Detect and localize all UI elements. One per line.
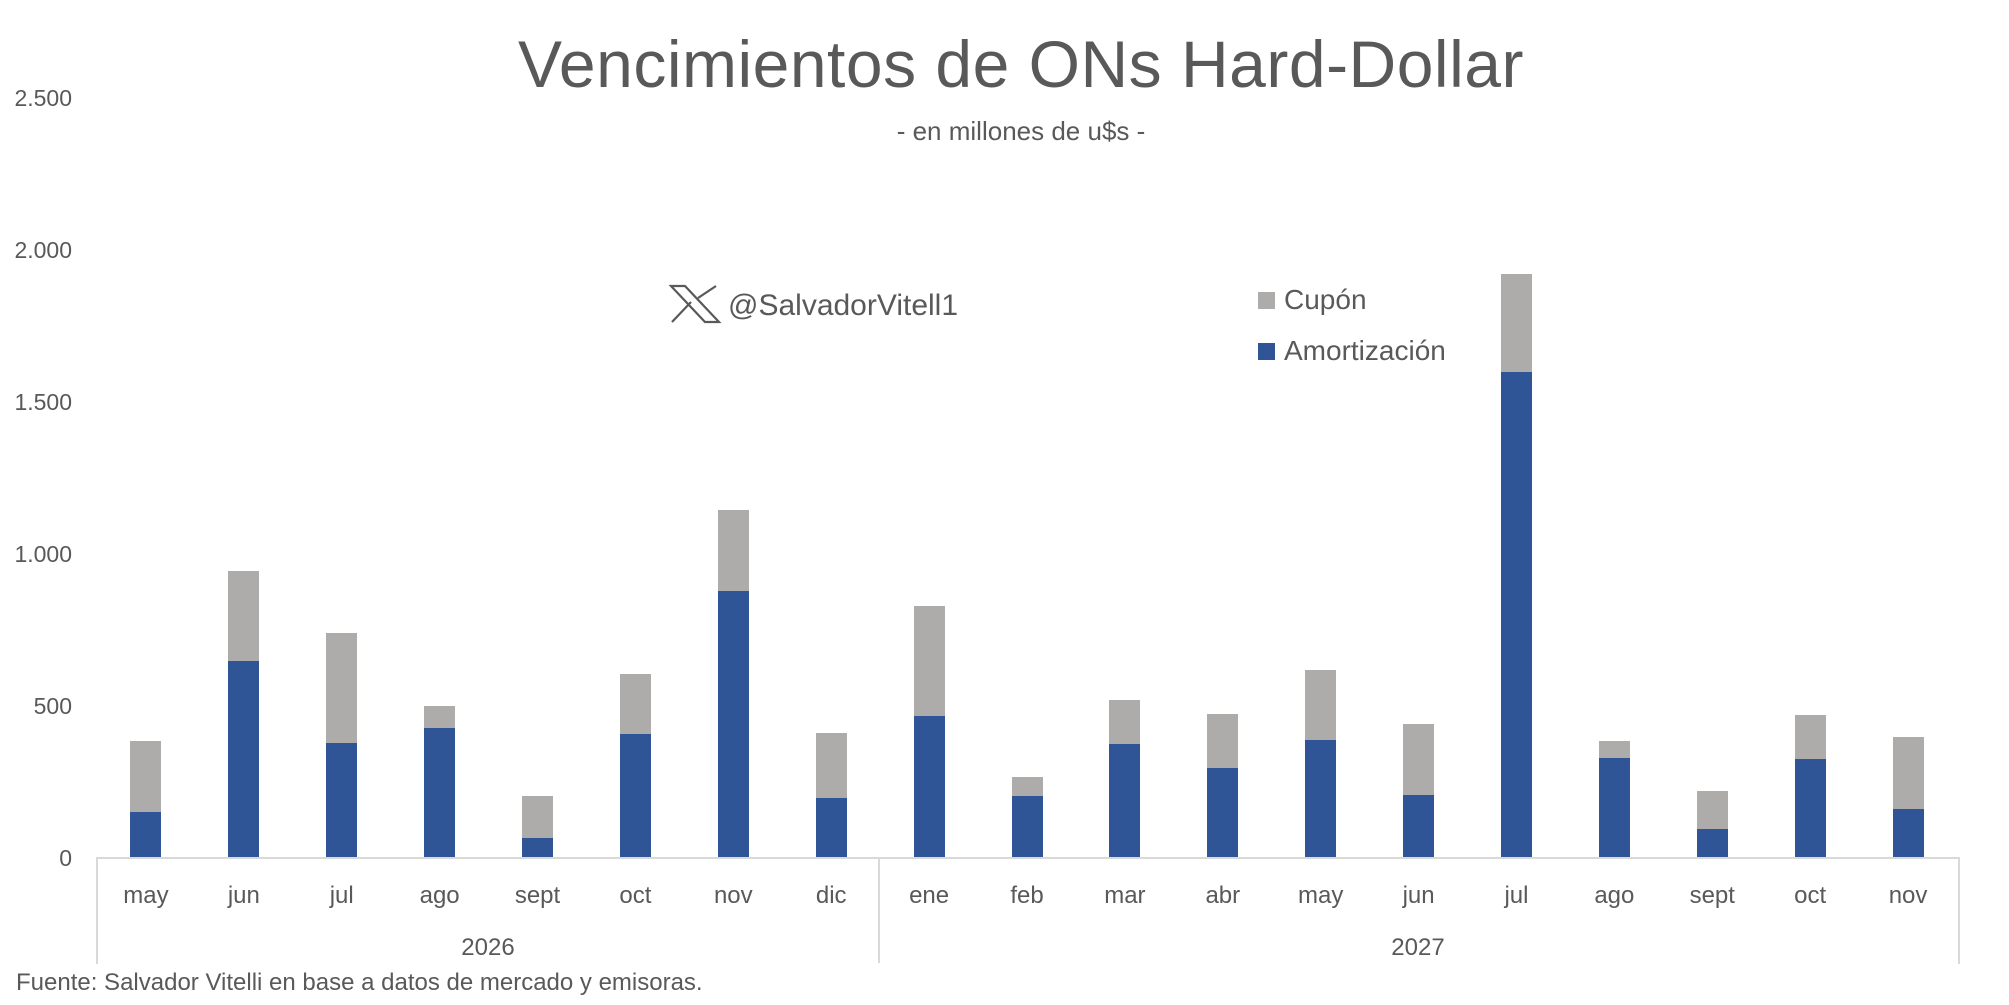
bar-segment-cupon — [228, 571, 260, 662]
x-tick-label: sept — [514, 882, 561, 909]
bar-segment-cupon — [1500, 274, 1532, 372]
bar-segment-cupon — [1109, 699, 1141, 744]
bar-segment-cupon — [522, 796, 554, 838]
bar-segment-cupon — [815, 733, 847, 799]
bar-segment-amortizacion — [1305, 740, 1337, 858]
watermark: @SalvadorVitell1 — [668, 284, 958, 328]
bar-segment-amortizacion — [1500, 371, 1532, 858]
bar-segment-amortizacion — [130, 812, 162, 858]
legend-label-amortizacion: Amortización — [1284, 335, 1446, 366]
x-tick-label: may — [123, 882, 169, 909]
bar-segment-cupon — [913, 606, 945, 717]
bar-segment-cupon — [1305, 670, 1337, 741]
plot-area — [97, 98, 1957, 858]
bar-segment-amortizacion — [1011, 795, 1043, 858]
year-divider — [878, 858, 880, 963]
bar-segment-amortizacion — [424, 727, 456, 858]
bar-segment-cupon — [1011, 777, 1043, 796]
y-tick-label: 500 — [33, 693, 72, 719]
bar-segment-cupon — [1598, 740, 1630, 758]
bar-segment-amortizacion — [1598, 757, 1630, 858]
source-footnote: Fuente: Salvador Vitelli en base a datos… — [16, 969, 703, 996]
x-tick-label: ago — [1594, 882, 1635, 909]
x-tick-label: feb — [1010, 882, 1044, 909]
y-tick-label: 1.000 — [14, 541, 72, 567]
legend-item-cupon: Cupón — [1258, 282, 1367, 318]
chart-subtitle: - en millones de u$s - — [896, 116, 1146, 146]
year-label-2026: 2026 — [461, 934, 515, 961]
legend-item-amortizacion: Amortización — [1258, 333, 1446, 369]
x-tick-label: jun — [227, 882, 260, 909]
x-tick-label: ago — [419, 882, 460, 909]
bar-segment-amortizacion — [1207, 768, 1239, 858]
bar-segment-cupon — [619, 674, 651, 734]
x-tick-label: nov — [713, 882, 753, 909]
bar-segment-cupon — [1892, 737, 1924, 810]
bar-segment-cupon — [1696, 791, 1728, 830]
bar-segment-cupon — [1794, 715, 1826, 759]
x-tick-label: jul — [329, 882, 354, 909]
bar-segment-amortizacion — [1892, 809, 1924, 858]
x-tick-label: jul — [1504, 882, 1529, 909]
bar-segment-amortizacion — [326, 743, 358, 858]
x-tick-label: oct — [1794, 882, 1827, 909]
bar-segment-amortizacion — [228, 661, 260, 858]
bar-segment-amortizacion — [1794, 758, 1826, 858]
bar-segment-amortizacion — [913, 716, 945, 858]
bar-segment-cupon — [1207, 713, 1239, 769]
bar-segment-cupon — [717, 509, 749, 592]
bar-segment-amortizacion — [522, 837, 554, 858]
year-label-2027: 2027 — [1391, 934, 1445, 961]
bar-segment-amortizacion — [717, 591, 749, 858]
bar-segment-cupon — [424, 706, 456, 728]
legend-label-cupon: Cupón — [1284, 284, 1367, 315]
bar-segment-cupon — [130, 740, 162, 813]
bar-segment-cupon — [326, 633, 358, 744]
x-tick-label: dic — [815, 882, 847, 909]
x-tick-label: sept — [1689, 882, 1735, 909]
x-tick-label: jun — [1402, 882, 1435, 909]
y-tick-label: 2.000 — [14, 237, 72, 263]
bar-segment-amortizacion — [1403, 795, 1435, 858]
y-tick-label: 0 — [59, 845, 72, 871]
bar-segment-cupon — [1403, 723, 1435, 796]
x-tick-label: may — [1298, 882, 1344, 909]
bar-segment-amortizacion — [1696, 829, 1728, 858]
legend-swatch-cupon — [1258, 291, 1275, 309]
legend-swatch-amortizacion — [1258, 342, 1275, 360]
x-tick-label: nov — [1888, 882, 1928, 909]
x-tick-label: oct — [619, 882, 652, 909]
x-axis-frame — [96, 857, 1960, 964]
x-logo-icon — [668, 284, 722, 329]
y-tick-label: 1.500 — [14, 389, 72, 415]
bar-segment-amortizacion — [619, 733, 651, 858]
x-tick-label: abr — [1205, 882, 1241, 909]
bar-segment-amortizacion — [1109, 744, 1141, 858]
chart-title: Vencimientos de ONs Hard-Dollar — [518, 27, 1524, 101]
y-tick-label: 2.500 — [14, 85, 72, 111]
x-tick-label: mar — [1104, 882, 1146, 909]
x-tick-label: ene — [909, 882, 950, 909]
watermark-handle: @SalvadorVitell1 — [728, 289, 959, 322]
bar-segment-amortizacion — [815, 798, 847, 858]
